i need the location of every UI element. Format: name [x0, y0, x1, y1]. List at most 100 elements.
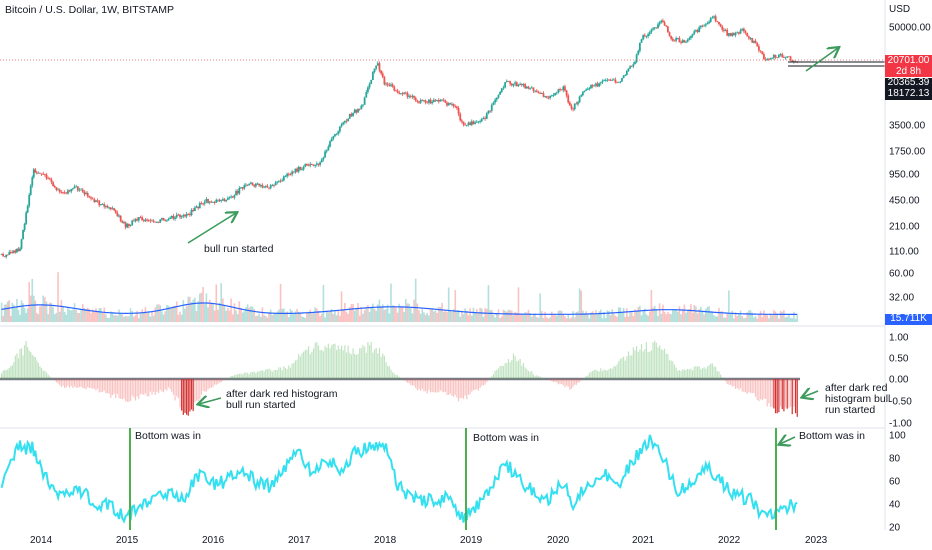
histogram-bar: [192, 379, 194, 412]
histogram-bar: [54, 379, 56, 381]
histogram-bar: [462, 379, 465, 399]
volume-bar: [409, 307, 412, 322]
candle-body: [329, 141, 331, 147]
volume-bar: [101, 312, 104, 322]
oscillator-tick-label: 80: [889, 454, 901, 465]
histogram-bar: [501, 365, 503, 379]
volume-bar: [626, 308, 628, 322]
histogram-bar: [429, 379, 432, 393]
histogram-bar: [564, 379, 566, 388]
histogram-bar: [667, 353, 669, 379]
candle-body: [510, 83, 513, 86]
volume-bar: [569, 318, 571, 322]
volume-bar: [614, 315, 617, 322]
candle-body: [396, 90, 399, 93]
candle-body: [114, 210, 117, 213]
histogram-bar: [327, 343, 329, 379]
candle-body: [761, 51, 764, 55]
candle-body: [779, 54, 782, 55]
histogram-bar: [763, 379, 765, 399]
histogram-bar: [652, 342, 654, 379]
volume-bar: [749, 310, 752, 322]
volume-bar: [372, 303, 374, 322]
currency-label: USD: [889, 4, 911, 15]
histogram-bar: [232, 375, 234, 379]
candle-body: [197, 206, 200, 209]
volume-bar: [190, 301, 193, 322]
candle-body: [109, 207, 112, 210]
candle-body: [564, 86, 566, 91]
volume-bar: [429, 309, 432, 322]
volume-bar: [187, 296, 190, 322]
histogram-bar: [64, 379, 66, 389]
candle-body: [769, 58, 772, 60]
candle-body: [373, 68, 376, 73]
histogram-bar: [326, 347, 328, 379]
histogram-bar: [227, 378, 229, 379]
volume-bar: [146, 312, 148, 322]
histogram-bar: [754, 379, 757, 397]
candle-body: [781, 54, 784, 58]
volume-bar: [119, 312, 122, 322]
volume-bar: [344, 302, 346, 322]
volume-bar: [524, 312, 526, 322]
histogram-bar: [672, 361, 674, 379]
histogram-bar: [406, 379, 409, 383]
histogram-bar: [400, 377, 402, 379]
candle-body: [643, 35, 646, 37]
candle-body: [456, 106, 458, 109]
histogram-bar: [279, 367, 282, 379]
candle-body: [671, 38, 674, 41]
candle-body: [375, 65, 378, 69]
histogram-bar: [537, 376, 540, 379]
histogram-bar: [34, 357, 36, 379]
candle-body: [573, 103, 576, 110]
histogram-bar: [62, 379, 64, 386]
bottom-arrow-right: [780, 437, 796, 444]
volume-bar: [62, 306, 64, 322]
candle-body: [555, 92, 558, 94]
candle-body: [137, 217, 140, 221]
histogram-bar: [519, 358, 521, 379]
candle-body: [287, 173, 290, 175]
candle-body: [530, 87, 533, 89]
volume-bar: [276, 311, 279, 322]
candle-body: [670, 35, 673, 39]
volume-bar: [416, 303, 419, 322]
candle-body: [25, 212, 28, 224]
histogram-bar: [281, 370, 283, 379]
candle-body: [289, 174, 292, 176]
candle-body: [190, 209, 193, 216]
histogram-bar: [464, 379, 466, 396]
volume-bar: [250, 306, 252, 322]
price-tick-label: 32.00: [889, 293, 914, 304]
histogram-bar: [784, 379, 787, 408]
candle-body: [128, 223, 130, 227]
histogram-bar: [36, 360, 38, 379]
volume-bar: [329, 310, 331, 322]
histogram-bar: [289, 367, 292, 379]
histogram-bar: [7, 369, 9, 379]
candle-body: [259, 185, 262, 186]
histogram-bar: [306, 349, 308, 379]
volume-bar: [771, 315, 774, 322]
volume-bar: [451, 312, 453, 322]
candle-body: [701, 25, 704, 27]
candle-body: [554, 93, 557, 96]
histogram-bar: [786, 379, 788, 409]
histogram-bar: [20, 348, 23, 379]
histogram-bar: [405, 379, 407, 382]
histogram-bar: [603, 369, 605, 379]
volume-bar: [421, 309, 424, 322]
candle-body: [658, 22, 661, 25]
candle-body: [421, 100, 424, 101]
candle-body: [32, 169, 35, 178]
volume-bar: [284, 312, 287, 322]
candle-body: [612, 79, 615, 81]
volume-bar: [676, 311, 679, 322]
volume-bar: [223, 305, 226, 322]
volume-bar: [65, 314, 68, 322]
histogram-bar: [83, 379, 86, 389]
